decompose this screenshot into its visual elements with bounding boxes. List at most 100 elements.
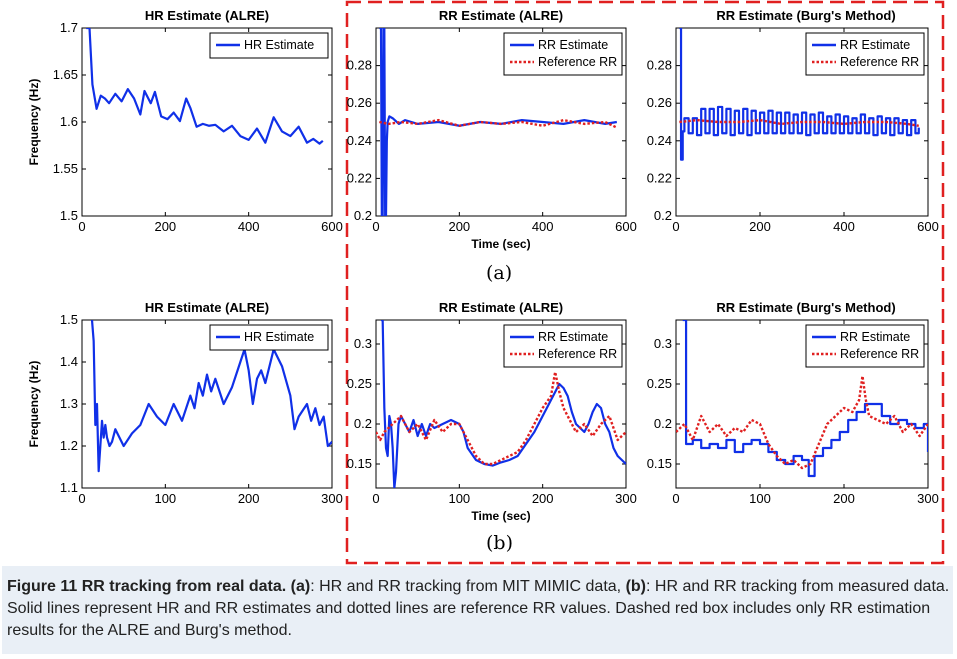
x-tick-label: 200	[833, 491, 855, 506]
x-tick-label: 300	[917, 491, 939, 506]
legend-label: Reference RR	[840, 55, 919, 69]
y-tick-label: 0.28	[647, 58, 672, 73]
y-tick-label: 0.26	[347, 95, 372, 110]
y-tick-label: 0.15	[347, 456, 372, 471]
legend-label: RR Estimate	[538, 330, 608, 344]
panel-title-a2: RR Estimate (ALRE)	[438, 8, 564, 23]
y-tick-label: 0.28	[347, 58, 372, 73]
x-axis-label: Time (sec)	[471, 509, 530, 523]
plot-area	[81, 27, 333, 217]
y-tick-label: 1.3	[60, 396, 78, 411]
x-tick-label: 600	[917, 219, 939, 234]
y-tick-label: 1.5	[60, 208, 78, 223]
y-tick-label: 0.2	[354, 208, 372, 223]
caption-part-a-text: : HR and RR tracking from MIT MIMIC data…	[310, 578, 626, 595]
series-line-reference-rr	[379, 118, 618, 129]
caption-part-b-text: : HR and RR tracking from measured data.…	[7, 578, 950, 639]
x-tick-label: 200	[532, 491, 554, 506]
x-tick-label: 0	[78, 219, 85, 234]
y-tick-label: 0.2	[354, 416, 372, 431]
caption-part-b-tag: (b)	[625, 578, 646, 595]
legend-box	[805, 32, 925, 76]
x-tick-label: 0	[672, 219, 679, 234]
legend-label: Reference RR	[538, 347, 617, 361]
x-tick-label: 300	[321, 491, 343, 506]
panel-title-a3: RR Estimate (Burg's Method)	[716, 8, 896, 23]
legend-box	[805, 324, 925, 368]
figure-svg: 0 200 400 600 1.5 1.55 1.6 1.65 1.7 Frequency (Hz…	[27, 0, 945, 565]
x-tick-label: 200	[154, 219, 176, 234]
y-tick-label: 1.1	[60, 480, 78, 495]
y-tick-label: 0.24	[647, 133, 672, 148]
panel-title-b2: RR Estimate (ALRE)	[438, 300, 564, 315]
y-tick-label: 1.55	[53, 161, 78, 176]
chart-b3: 0 100 200 300 0.15 0.2 0.25 0.3 RR Estimate Refer…	[647, 319, 939, 506]
legend-label: HR Estimate	[244, 38, 314, 52]
y-axis-label: Frequency (Hz)	[27, 79, 41, 166]
series-line-reference-rr	[679, 118, 919, 127]
x-tick-label: 0	[78, 491, 85, 506]
series-line-reference-rr	[676, 374, 928, 470]
x-tick-label: 400	[833, 219, 855, 234]
x-tick-label: 100	[749, 491, 771, 506]
rr-dashed-box	[345, 0, 945, 565]
x-tick-label: 100	[448, 491, 470, 506]
series-line-estimate	[682, 320, 928, 478]
x-axis-label: Time (sec)	[471, 237, 530, 251]
chart-a2: 0 200 400 600 0.2 0.22 0.24 0.26 0.28 Time (sec) R…	[347, 27, 637, 251]
panel-title-b3: RR Estimate (Burg's Method)	[716, 300, 896, 315]
x-tick-label: 600	[321, 219, 343, 234]
y-tick-label: 0.3	[654, 336, 672, 351]
x-tick-label: 0	[372, 219, 379, 234]
x-tick-label: 400	[238, 219, 260, 234]
x-tick-label: 200	[749, 219, 771, 234]
y-tick-label: 0.25	[347, 376, 372, 391]
panel-title-b1: HR Estimate (ALRE)	[144, 300, 270, 315]
y-tick-label: 1.5	[60, 312, 78, 327]
legend-box	[503, 324, 623, 368]
y-tick-label: 0.26	[647, 95, 672, 110]
y-tick-label: 0.2	[654, 208, 672, 223]
y-tick-label: 1.65	[53, 67, 78, 82]
y-tick-label: 0.2	[654, 416, 672, 431]
series-line-estimate	[381, 320, 626, 488]
chart-a3: 0 200 400 600 0.2 0.22 0.24 0.26 0.28 RR Estimate…	[647, 27, 939, 234]
subfigure-label-a: (a)	[486, 262, 513, 284]
x-tick-label: 0	[372, 491, 379, 506]
legend-label: RR Estimate	[840, 330, 910, 344]
x-tick-label: 200	[448, 219, 470, 234]
chart-a1: 0 200 400 600 1.5 1.55 1.6 1.65 1.7 Frequency (Hz…	[27, 20, 343, 234]
y-tick-label: 1.6	[60, 114, 78, 129]
y-tick-label: 0.22	[647, 170, 672, 185]
caption-title: RR tracking from real data.	[81, 578, 287, 595]
series-line-estimate	[379, 28, 618, 216]
series-line-estimate	[86, 28, 324, 145]
subfigure-label-b: (b)	[486, 532, 513, 554]
y-tick-label: 1.7	[60, 20, 78, 35]
legend-box	[503, 32, 623, 76]
series-line-estimate	[679, 28, 920, 161]
x-tick-label: 200	[238, 491, 260, 506]
legend-label: RR Estimate	[840, 38, 910, 52]
legend-label: HR Estimate	[244, 330, 314, 344]
chart-b1: 0 100 200 300 1.1 1.2 1.3 1.4 1.5 Frequency (Hz) H…	[27, 312, 343, 506]
x-tick-label: 0	[672, 491, 679, 506]
series-line-estimate	[90, 320, 332, 473]
y-tick-label: 0.22	[347, 170, 372, 185]
x-tick-label: 100	[154, 491, 176, 506]
y-tick-label: 1.2	[60, 438, 78, 453]
caption-figure-number: Figure 11	[7, 578, 78, 595]
y-tick-label: 0.15	[647, 456, 672, 471]
legend-label: Reference RR	[840, 347, 919, 361]
y-axis-label: Frequency (Hz)	[27, 361, 41, 448]
y-tick-label: 1.4	[60, 354, 78, 369]
x-tick-label: 600	[615, 219, 637, 234]
legend-label: Reference RR	[538, 55, 617, 69]
panel-title-a1: HR Estimate (ALRE)	[144, 8, 270, 23]
y-tick-label: 0.24	[347, 133, 372, 148]
caption-part-a-tag: (a)	[290, 578, 311, 595]
figure-caption: Figure 11 RR tracking from real data. (a…	[2, 566, 953, 654]
x-tick-label: 400	[532, 219, 554, 234]
chart-b2: 0 100 200 300 0.15 0.2 0.25 0.3 Time (sec) RR Est…	[347, 319, 637, 523]
